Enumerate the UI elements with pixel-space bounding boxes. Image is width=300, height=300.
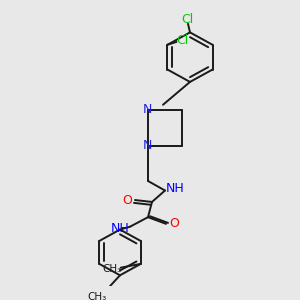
Text: CH₃: CH₃ [87, 292, 106, 300]
Text: CH₃: CH₃ [102, 264, 122, 274]
Text: Cl: Cl [176, 34, 189, 46]
Text: N: N [142, 103, 152, 116]
Text: O: O [169, 217, 179, 230]
Text: NH: NH [111, 222, 129, 235]
Text: NH: NH [166, 182, 184, 195]
Text: Cl: Cl [181, 13, 193, 26]
Text: O: O [122, 194, 132, 206]
Text: N: N [142, 139, 152, 152]
